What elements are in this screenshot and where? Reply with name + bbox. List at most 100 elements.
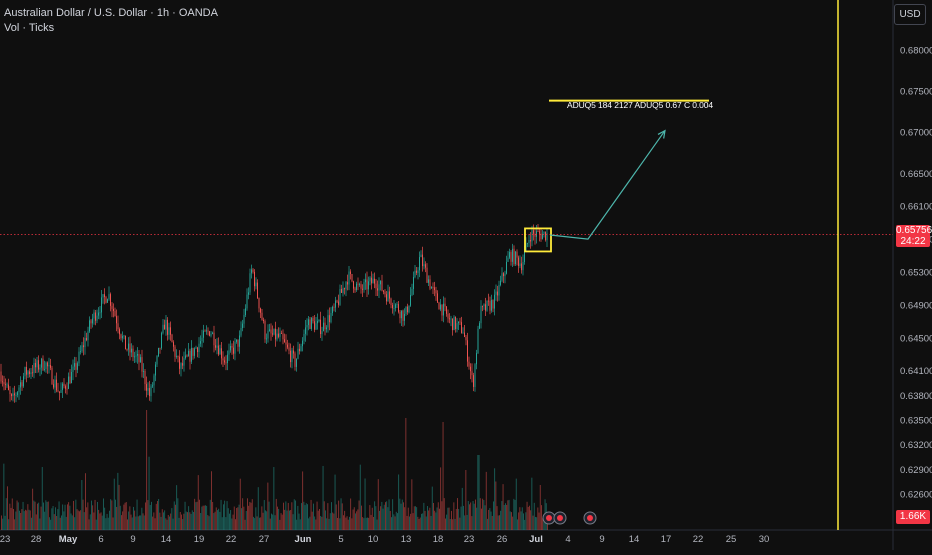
volume-bar bbox=[321, 516, 323, 530]
time-tick-label: 28 bbox=[31, 534, 42, 545]
candle-body bbox=[110, 294, 111, 306]
volume-bar bbox=[229, 513, 230, 530]
candle-body bbox=[380, 280, 381, 285]
candle-body bbox=[318, 319, 320, 321]
volume-indicator-title[interactable]: Vol · Ticks bbox=[4, 22, 55, 34]
volume-bar bbox=[418, 518, 420, 530]
candle-body bbox=[299, 348, 300, 352]
volume-bar bbox=[63, 511, 65, 530]
candle-body bbox=[464, 332, 465, 337]
candle-body bbox=[338, 301, 339, 305]
volume-bar bbox=[297, 505, 299, 530]
volume-bar bbox=[291, 502, 293, 530]
candle-body bbox=[509, 252, 510, 258]
candle-body bbox=[80, 351, 81, 353]
time-axis[interactable]: 23 28 May 6 9 14 19 22 27 Jun 5 10 13 18 23 26 Jul 4 9 14 17… bbox=[0, 534, 769, 545]
price-axis[interactable]: 0.680000.675000.670000.665000.661000.657… bbox=[900, 46, 932, 501]
candle-body bbox=[59, 391, 60, 393]
volume-bar bbox=[10, 507, 12, 530]
candle-body bbox=[284, 339, 285, 343]
candle-body bbox=[293, 350, 294, 354]
volume-bar bbox=[441, 501, 443, 530]
volume-bar bbox=[223, 504, 224, 530]
volume-bar bbox=[40, 506, 42, 530]
candle-body bbox=[492, 300, 494, 309]
candle-body bbox=[315, 323, 317, 330]
highlight-box bbox=[524, 227, 552, 253]
volume-bar bbox=[62, 504, 64, 530]
volume-bar bbox=[508, 499, 510, 530]
candle-body bbox=[54, 379, 56, 388]
volume-bar bbox=[37, 503, 38, 530]
volume-bar bbox=[289, 510, 290, 530]
candle-body bbox=[363, 282, 365, 290]
candle-body bbox=[189, 350, 191, 362]
candle-body bbox=[146, 384, 147, 391]
volume-bar bbox=[81, 480, 83, 530]
drawings[interactable] bbox=[0, 0, 893, 530]
candle-body bbox=[321, 331, 323, 335]
candle-body bbox=[276, 333, 278, 340]
volume-bar bbox=[365, 517, 367, 530]
volume-bar bbox=[22, 501, 24, 530]
volume-bar bbox=[367, 517, 368, 530]
candle-body bbox=[2, 381, 3, 383]
candle-body bbox=[45, 362, 47, 369]
candle-body bbox=[198, 343, 200, 353]
volume-bar bbox=[98, 509, 100, 530]
candle-body bbox=[173, 342, 174, 347]
volume-bar bbox=[315, 519, 317, 530]
volume-bar bbox=[230, 510, 232, 530]
candle-body bbox=[279, 333, 281, 337]
volume-bar bbox=[227, 508, 229, 530]
candle-body bbox=[143, 371, 144, 372]
volume-bar bbox=[92, 505, 94, 530]
volume-bar bbox=[395, 511, 397, 530]
candle-body bbox=[131, 348, 132, 353]
volume-bar bbox=[473, 503, 475, 530]
volume-bar bbox=[142, 513, 144, 530]
candle-body bbox=[344, 288, 345, 290]
candle-body bbox=[167, 319, 168, 335]
candle-body bbox=[369, 277, 371, 282]
volume-bar bbox=[23, 511, 25, 530]
candle-body bbox=[324, 322, 326, 330]
volume-bar bbox=[470, 502, 472, 530]
currency-button[interactable]: USD bbox=[894, 4, 926, 25]
volume-bar bbox=[137, 516, 139, 530]
candle-body bbox=[210, 333, 212, 336]
volume-bar bbox=[112, 517, 114, 530]
volume-bar bbox=[181, 514, 182, 530]
candle-body bbox=[171, 334, 173, 343]
candle-body bbox=[306, 325, 308, 328]
volume-bar bbox=[283, 502, 284, 530]
candle-body bbox=[291, 350, 293, 363]
price-tick-label: 0.67000 bbox=[900, 128, 932, 139]
volume-bar bbox=[184, 501, 186, 530]
volume-bar bbox=[32, 488, 34, 530]
symbol-title[interactable]: Australian Dollar / U.S. Dollar · 1h · O… bbox=[4, 7, 218, 19]
candle-body bbox=[36, 360, 38, 368]
volume-bar bbox=[497, 515, 499, 530]
volume-bar bbox=[56, 515, 58, 530]
volume-bar bbox=[376, 519, 378, 530]
candle-body bbox=[215, 345, 216, 348]
volume-bar bbox=[353, 507, 355, 530]
candle-body bbox=[263, 319, 264, 322]
volume-bar bbox=[41, 467, 43, 530]
volume-bar bbox=[273, 467, 275, 530]
candle-body bbox=[5, 384, 6, 385]
volume-bar bbox=[179, 511, 181, 530]
candle-body bbox=[347, 282, 348, 285]
target-annotation-text[interactable]: ADUQ5 184 2127 ADUQ5 0.67 C 0.004 bbox=[567, 100, 714, 110]
time-tick-label: 14 bbox=[629, 534, 640, 545]
candle-body bbox=[261, 312, 263, 320]
candle-body bbox=[372, 278, 374, 284]
volume-bar bbox=[421, 513, 422, 530]
current-price-value: 0.65756 bbox=[896, 225, 932, 236]
volume-bar bbox=[502, 484, 504, 530]
volume-bar bbox=[404, 507, 406, 530]
candle-body bbox=[183, 358, 185, 366]
